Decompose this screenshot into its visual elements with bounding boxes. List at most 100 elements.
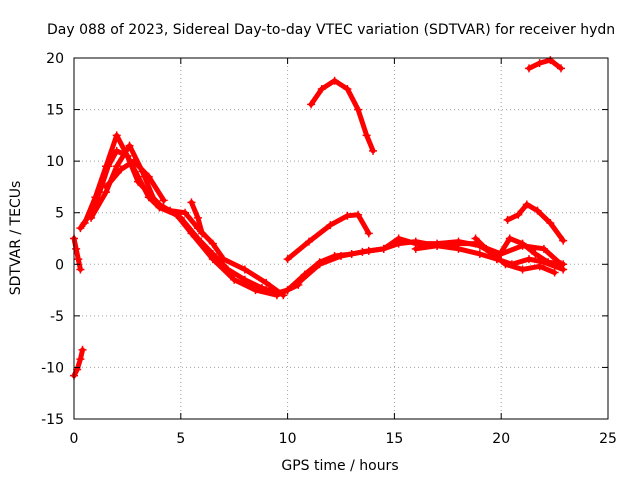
data-point bbox=[151, 198, 160, 207]
x-tick-label: 10 bbox=[279, 431, 297, 447]
data-point bbox=[492, 255, 501, 264]
y-axis-label: SDTVAR / TECUs bbox=[8, 181, 24, 296]
data-point bbox=[73, 365, 82, 374]
data-point bbox=[251, 286, 260, 295]
data-point bbox=[102, 182, 111, 191]
series-line bbox=[308, 78, 376, 154]
data-point bbox=[112, 146, 121, 155]
y-tick-label: -10 bbox=[41, 360, 64, 376]
data-point bbox=[315, 260, 324, 269]
data-point bbox=[544, 258, 553, 267]
series-line bbox=[82, 132, 301, 298]
data-point bbox=[129, 157, 138, 166]
y-tick-label: -5 bbox=[50, 309, 64, 325]
data-point bbox=[87, 213, 96, 222]
y-tick-label: 10 bbox=[46, 154, 64, 170]
data-point bbox=[503, 215, 512, 224]
data-point bbox=[518, 265, 527, 274]
data-point bbox=[193, 213, 202, 222]
data-point bbox=[134, 172, 143, 181]
data-point bbox=[394, 234, 403, 243]
data-point bbox=[326, 221, 335, 230]
data-point bbox=[76, 265, 85, 274]
y-tick-label: 20 bbox=[46, 51, 64, 67]
data-point bbox=[262, 278, 271, 287]
data-point bbox=[343, 84, 352, 93]
data-point bbox=[482, 244, 491, 253]
data-point bbox=[187, 229, 196, 238]
data-point bbox=[159, 196, 168, 205]
data-point bbox=[501, 260, 510, 269]
data-point bbox=[471, 234, 480, 243]
series-arc-9 bbox=[307, 76, 378, 155]
series-line bbox=[71, 347, 86, 379]
y-tick-label: -15 bbox=[41, 412, 64, 428]
ticks: 0 5 10 15 20 25 -15 -10 -5 0 5 10 15 20 bbox=[41, 51, 617, 447]
data-point bbox=[330, 76, 339, 85]
data-point bbox=[379, 244, 388, 253]
data-point bbox=[208, 239, 217, 248]
data-point bbox=[102, 162, 111, 171]
data-point bbox=[433, 241, 442, 250]
x-tick-label: 15 bbox=[385, 431, 403, 447]
data-point bbox=[354, 105, 363, 114]
data-point bbox=[524, 64, 533, 73]
data-point bbox=[337, 252, 345, 261]
series-line bbox=[505, 201, 566, 244]
data-point bbox=[546, 219, 555, 228]
data-point bbox=[343, 211, 352, 220]
x-tick-label: 20 bbox=[492, 431, 510, 447]
data-point bbox=[550, 268, 559, 277]
data-point bbox=[514, 210, 523, 219]
data-series bbox=[70, 56, 568, 380]
data-point bbox=[76, 224, 85, 233]
data-point bbox=[91, 193, 100, 202]
series-line bbox=[473, 236, 566, 267]
data-point bbox=[518, 239, 527, 248]
y-tick-label: 5 bbox=[55, 206, 64, 222]
data-point bbox=[125, 141, 134, 150]
series-arc-14 bbox=[503, 200, 568, 245]
data-point bbox=[524, 255, 533, 264]
series-line bbox=[71, 236, 83, 272]
data-point bbox=[294, 278, 303, 287]
series-arc-6 bbox=[102, 157, 168, 205]
data-point bbox=[112, 162, 121, 171]
series-arc-5 bbox=[87, 141, 288, 300]
data-point bbox=[187, 198, 196, 207]
grid bbox=[74, 58, 608, 419]
plot-frame bbox=[73, 57, 609, 420]
x-axis-label: GPS time / hours bbox=[281, 458, 398, 474]
data-point bbox=[533, 206, 542, 215]
series-arc-1 bbox=[70, 234, 85, 274]
data-point bbox=[546, 56, 555, 65]
data-point bbox=[198, 229, 207, 238]
data-point bbox=[72, 244, 81, 253]
data-point bbox=[219, 255, 228, 264]
data-point bbox=[279, 291, 288, 300]
data-point bbox=[535, 262, 544, 271]
data-point bbox=[362, 131, 371, 140]
data-point bbox=[454, 239, 463, 248]
data-point bbox=[240, 265, 249, 274]
data-point bbox=[166, 206, 175, 215]
data-point bbox=[535, 59, 544, 68]
series-arc-2 bbox=[70, 345, 87, 380]
data-point bbox=[559, 236, 568, 245]
data-point bbox=[522, 200, 531, 209]
data-point bbox=[505, 234, 514, 243]
series-line bbox=[526, 57, 564, 71]
series-arc-13 bbox=[471, 234, 568, 269]
data-point bbox=[369, 146, 378, 155]
chart-title: Day 088 of 2023, Sidereal Day-to-day VTE… bbox=[47, 22, 615, 38]
data-point bbox=[283, 286, 292, 295]
data-point bbox=[317, 84, 326, 93]
data-point bbox=[112, 131, 121, 140]
data-point bbox=[475, 249, 484, 258]
series-line bbox=[285, 212, 372, 262]
data-point bbox=[307, 100, 316, 109]
data-point bbox=[304, 237, 313, 246]
y-tick-label: 15 bbox=[46, 103, 64, 119]
series-line bbox=[88, 143, 286, 298]
